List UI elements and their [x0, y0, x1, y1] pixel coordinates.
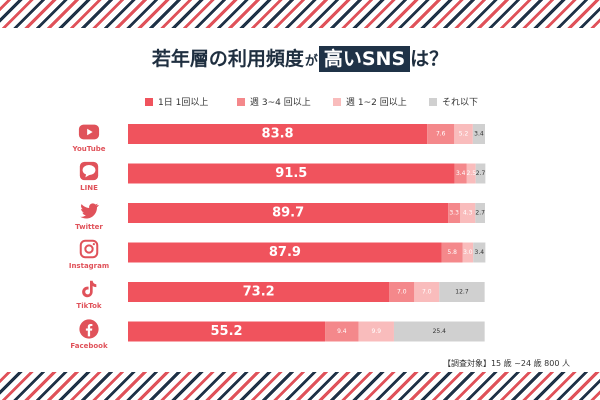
data-label-tiktok-1-2-weekly: 7.0: [422, 289, 432, 296]
bar-tiktok-daily: [128, 282, 390, 302]
legend-label-daily: 1日 1回以上: [158, 98, 209, 108]
platform-instagram: Instagram: [64, 238, 114, 270]
bar-youtube-daily: [128, 124, 428, 144]
title-particle: が: [304, 54, 318, 69]
footnote: 【調査対象】15 歳 ~24 歳 800 人: [442, 359, 570, 368]
bar-twitter-3-4-weekly: [448, 203, 461, 223]
bar-line-less: [475, 163, 486, 184]
data-label-instagram-less: 3.4: [475, 249, 485, 256]
legend-item-1-2-weekly: 週 1~2 回以上: [333, 95, 407, 108]
legend-swatch-less: [429, 97, 437, 106]
platform-line: LINE: [64, 160, 114, 192]
bar-twitter-1-2-weekly: [460, 203, 476, 223]
bar-tiktok-3-4-weekly: [389, 282, 415, 302]
data-label-line-1-2-weekly: 2.5: [466, 170, 476, 177]
data-label-line-less: 2.7: [476, 170, 486, 177]
data-label-facebook-daily: 55.2: [210, 324, 242, 339]
data-label-youtube-1-2-weekly: 5.2: [459, 131, 469, 138]
legend-label-1-2-weekly: 週 1~2 回以上: [346, 98, 407, 108]
platform-label-instagram: Instagram: [68, 262, 110, 270]
bar-tiktok-1-2-weekly: [414, 282, 440, 302]
facebook-icon: [79, 319, 99, 339]
data-label-instagram-1-2-weekly: 3.0: [463, 249, 473, 256]
data-label-tiktok-less: 12.7: [455, 289, 469, 296]
data-label-line-3-4-weekly: 3.4: [456, 170, 466, 177]
bar-line-3-4-weekly: [454, 163, 467, 184]
platform-label-line: LINE: [80, 184, 98, 192]
data-label-facebook-less: 25.4: [433, 328, 447, 335]
data-label-instagram-daily: 87.9: [269, 245, 301, 260]
legend-item-less: それ以下: [429, 95, 478, 108]
line-icon: [79, 161, 99, 181]
bar-instagram-daily: [128, 242, 442, 263]
bar-facebook-less: [393, 321, 485, 342]
platform-label-tiktok: TikTok: [76, 302, 102, 310]
bottom-stripe-border: [0, 372, 600, 400]
top-stripe-border: [0, 0, 600, 28]
legend-swatch-daily: [145, 97, 153, 106]
tiktok-icon: [82, 280, 97, 298]
platform-facebook: Facebook: [64, 318, 114, 350]
bar-twitter-less: [475, 203, 485, 223]
bar-youtube-1-2-weekly: [454, 124, 473, 144]
data-label-twitter-1-2-weekly: 4.3: [463, 210, 473, 217]
legend-label-3-4-weekly: 週 3~4 回以上: [250, 98, 311, 108]
platform-label-youtube: YouTube: [72, 145, 106, 153]
data-label-youtube-3-4-weekly: 7.6: [436, 131, 446, 138]
data-label-tiktok-3-4-weekly: 7.0: [397, 289, 407, 296]
bar-instagram-less: [473, 242, 486, 263]
bar-tiktok-less: [439, 282, 485, 302]
bar-youtube-3-4-weekly: [427, 124, 455, 144]
data-label-twitter-daily: 89.7: [272, 206, 304, 221]
legend-label-less: それ以下: [442, 98, 479, 108]
bar-facebook-3-4-weekly: [325, 321, 359, 342]
chart-legend: 1日 1回以上 週 3~4 回以上 週 1~2 回以上 それ以下: [145, 95, 505, 111]
data-label-youtube-daily: 83.8: [262, 127, 294, 142]
platform-youtube: YouTube: [64, 121, 114, 153]
data-label-instagram-3-4-weekly: 5.8: [447, 249, 457, 256]
platform-tiktok: TikTok: [64, 278, 114, 310]
bar-youtube-less: [472, 124, 485, 144]
youtube-icon: [78, 124, 100, 140]
data-label-twitter-3-4-weekly: 3.3: [449, 210, 459, 217]
legend-swatch-1-2-weekly: [333, 97, 341, 106]
bar-instagram-3-4-weekly: [441, 242, 463, 263]
platform-label-facebook: Facebook: [70, 342, 108, 350]
data-label-facebook-1-2-weekly: 9.9: [372, 328, 382, 335]
platform-label-twitter: Twitter: [75, 223, 103, 231]
bar-facebook-daily: [128, 321, 326, 342]
bar-line-1-2-weekly: [466, 163, 476, 184]
platform-twitter: Twitter: [64, 199, 114, 231]
legend-item-3-4-weekly: 週 3~4 回以上: [237, 95, 311, 108]
bar-line-daily: [128, 163, 455, 184]
data-label-youtube-less: 3.4: [474, 131, 484, 138]
data-label-facebook-3-4-weekly: 9.4: [337, 328, 347, 335]
legend-swatch-3-4-weekly: [237, 97, 245, 106]
title-highlight: 高いSNS: [318, 46, 411, 72]
twitter-icon: [80, 203, 99, 219]
bar-facebook-1-2-weekly: [358, 321, 394, 342]
data-label-line-daily: 91.5: [275, 166, 307, 181]
chart-title: 若年層の利用頻度が 高いSNS は？: [0, 45, 600, 76]
bar-instagram-1-2-weekly: [462, 242, 474, 263]
legend-item-daily: 1日 1回以上: [145, 95, 208, 108]
data-label-twitter-less: 2.7: [475, 210, 485, 217]
instagram-icon: [79, 239, 99, 259]
title-part2: は？: [410, 48, 449, 70]
data-label-tiktok-daily: 73.2: [243, 285, 275, 300]
bar-twitter-daily: [128, 203, 449, 223]
title-part1: 若年層の利用頻度: [151, 48, 304, 70]
